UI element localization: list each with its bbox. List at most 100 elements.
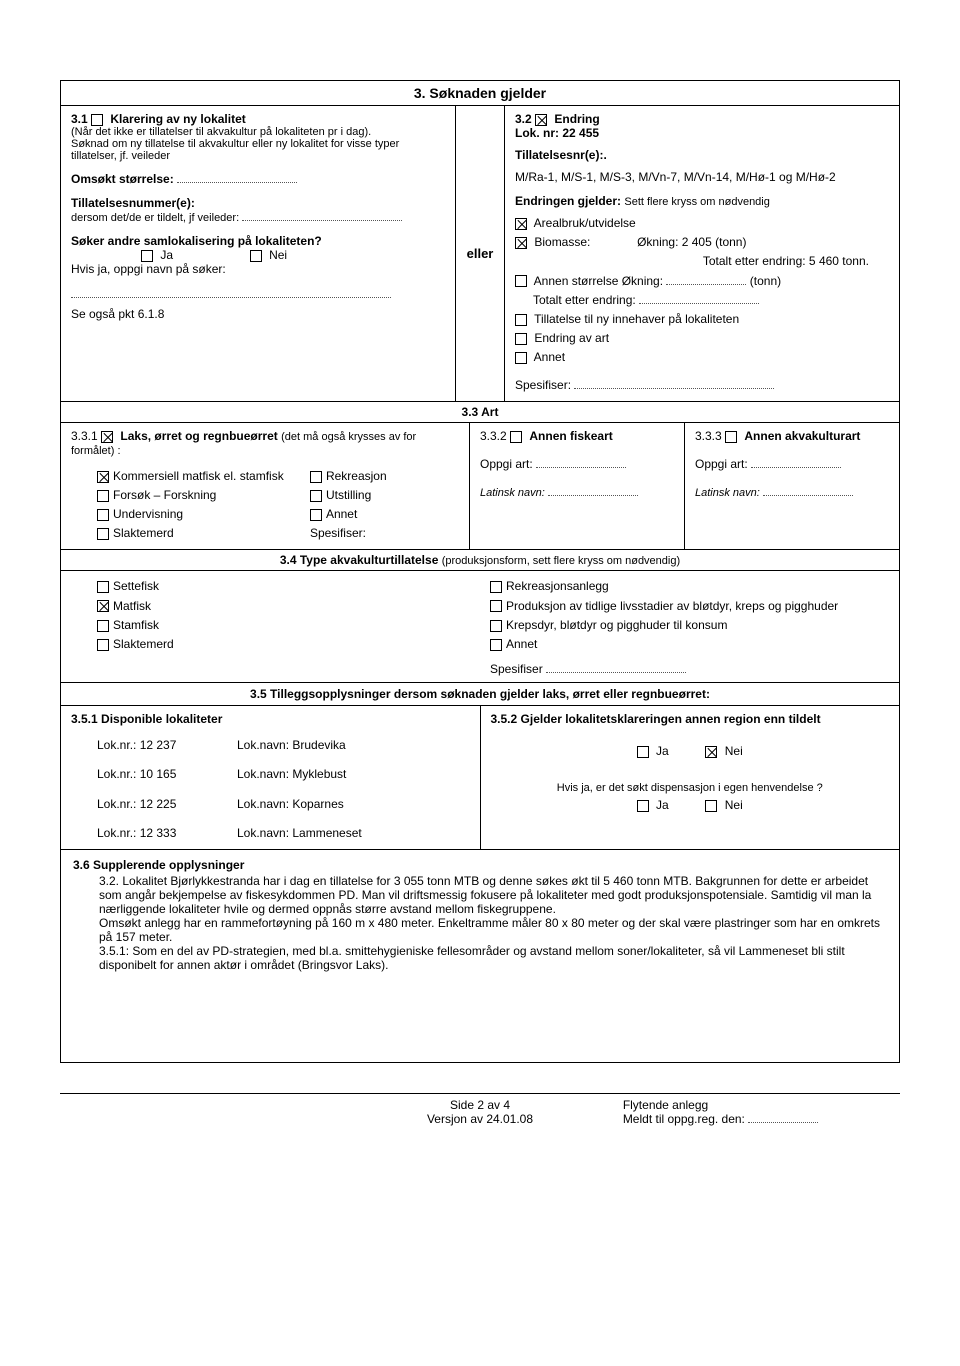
checkbox-tillatelse-ny[interactable] — [515, 314, 527, 326]
cb-34-r2[interactable] — [490, 620, 502, 632]
spesifiser-34: Spesifiser — [490, 662, 543, 676]
s331-num: 3.3.1 — [71, 429, 98, 443]
s31-num: 3.1 — [71, 112, 88, 126]
latinsk-333-input[interactable] — [763, 486, 853, 496]
cb-331-l0[interactable] — [97, 471, 109, 483]
cb-34-l0[interactable] — [97, 581, 109, 593]
checkbox-endring[interactable] — [535, 114, 547, 126]
s36-p3: 3.5.1: Som en del av PD-strategien, med … — [99, 944, 887, 972]
checkbox-nei-352b[interactable] — [705, 800, 717, 812]
section-3-title: 3. Søknaden gjelder — [61, 81, 899, 106]
totalt2-label: Totalt etter endring: — [533, 293, 636, 307]
spesifiser-34-input[interactable] — [546, 663, 686, 673]
section-3-6: 3.6 Supplerende opplysninger 3.2. Lokali… — [61, 850, 899, 1062]
s32-num: 3.2 — [515, 112, 532, 126]
row2-navn: Lok.navn: Koparnes — [237, 795, 344, 814]
checkbox-laks[interactable] — [101, 431, 113, 443]
checkbox-annet-32[interactable] — [515, 352, 527, 364]
section-3-3-2: 3.3.2 Annen fiskeart Oppgi art: Latinsk … — [470, 423, 685, 550]
tillatelsesnr-label: Tillatelsesnummer(e): — [71, 196, 195, 210]
omsokt-input[interactable] — [177, 173, 297, 183]
s31-note2: Søknad om ny tillatelse til akvakultur e… — [71, 138, 445, 162]
tillatelse-ny-label: Tillatelse til ny innehaver på lokalitet… — [534, 312, 739, 326]
s33-header: 3.3 Art — [462, 405, 499, 419]
dersom-label: dersom det/de er tildelt, jf veileder: — [71, 212, 239, 224]
s332-num: 3.3.2 — [480, 429, 507, 443]
cb-34-l2[interactable] — [97, 620, 109, 632]
checkbox-nei-352[interactable] — [705, 746, 717, 758]
s333-num: 3.3.3 — [695, 429, 722, 443]
codes: M/Ra-1, M/S-1, M/S-3, M/Vn-7, M/Vn-14, M… — [515, 170, 889, 184]
row0-nr: Lok.nr.: 12 237 — [97, 736, 237, 755]
cb-331-l1[interactable] — [97, 490, 109, 502]
s31-note1: (Når det ikke er tillatelser til akvakul… — [71, 126, 445, 138]
checkbox-nei-31[interactable] — [250, 250, 262, 262]
okning-val: Økning: 2 405 (tonn) — [637, 235, 746, 249]
s36-header: 3.6 Supplerende opplysninger — [73, 858, 887, 872]
latinsk-333: Latinsk navn: — [695, 487, 760, 499]
s35-header: 3.5 Tilleggsopplysninger dersom søknaden… — [250, 687, 710, 701]
lbl-331-r0: Rekreasjon — [326, 469, 387, 483]
row3-navn: Lok.navn: Lammeneset — [237, 824, 362, 843]
lbl-331-r1: Utstilling — [326, 488, 371, 502]
totalt1: Totalt etter endring: 5 460 tonn. — [515, 252, 889, 271]
cb-331-l3[interactable] — [97, 528, 109, 540]
cb-34-l1[interactable] — [97, 600, 109, 612]
s32-label: Endring — [554, 112, 599, 126]
checkbox-arealbruk[interactable] — [515, 218, 527, 230]
s331-left-col: Kommersiell matfisk el. stamfisk Forsøk … — [97, 467, 310, 544]
annen-input[interactable] — [666, 275, 746, 285]
oppgi-333-input[interactable] — [751, 458, 841, 468]
cb-331-r0[interactable] — [310, 471, 322, 483]
soker-label: Søker andre samlokalisering på lokalitet… — [71, 234, 445, 248]
checkbox-ja-31[interactable] — [141, 250, 153, 262]
checkbox-annen-fiskeart[interactable] — [510, 431, 522, 443]
lbl-34-r1: Produksjon av tidlige livsstadier av blø… — [506, 599, 838, 613]
lbl-331-r3: Spesifiser: — [310, 526, 366, 540]
latinsk-332-input[interactable] — [548, 486, 638, 496]
checkbox-annen[interactable] — [515, 275, 527, 287]
lbl-34-l1: Matfisk — [113, 599, 151, 613]
endringen-label: Endringen gjelder: — [515, 194, 621, 208]
hvisja-input[interactable] — [71, 288, 391, 298]
oppgi-332-input[interactable] — [536, 458, 626, 468]
checkbox-endring-art[interactable] — [515, 333, 527, 345]
spesifiser-32-input[interactable] — [574, 379, 774, 389]
s331-label: Laks, ørret og regnbueørret — [120, 429, 277, 443]
totalt2-input[interactable] — [639, 294, 759, 304]
tillatelsesnre: Tillatelsesnr(e):. — [515, 148, 889, 162]
tillatelsesnr-input[interactable] — [242, 211, 402, 221]
cb-34-r3[interactable] — [490, 639, 502, 651]
cb-331-l2[interactable] — [97, 509, 109, 521]
section-3-2: 3.2 Endring Lok. nr: 22 455 Tillatelsesn… — [505, 106, 899, 401]
checkbox-ja-352[interactable] — [637, 746, 649, 758]
oppgi-333: Oppgi art: — [695, 457, 748, 471]
cb-34-r1[interactable] — [490, 600, 502, 612]
row1-nr: Lok.nr.: 10 165 — [97, 765, 237, 784]
ja-352: Ja — [656, 744, 669, 758]
lbl-331-l1: Forsøk – Forskning — [113, 488, 216, 502]
endringen-sub: Sett flere kryss om nødvendig — [624, 196, 770, 208]
annen-label: Annen størrelse Økning: — [534, 274, 663, 288]
footer-right2-input[interactable] — [748, 1113, 818, 1123]
checkbox-annen-akva[interactable] — [725, 431, 737, 443]
nei-label: Nei — [269, 248, 287, 262]
eller-divider: eller — [455, 106, 505, 401]
s34-right: Rekreasjonsanlegg Produksjon av tidlige … — [480, 571, 899, 682]
lbl-34-r0: Rekreasjonsanlegg — [506, 579, 609, 593]
section-3-3-3: 3.3.3 Annen akvakulturart Oppgi art: Lat… — [685, 423, 899, 550]
checkbox-ja-352b[interactable] — [637, 800, 649, 812]
ja-label: Ja — [160, 248, 173, 262]
ja-352b: Ja — [656, 798, 669, 812]
nei-352: Nei — [725, 744, 743, 758]
cb-34-r0[interactable] — [490, 581, 502, 593]
cb-331-r1[interactable] — [310, 490, 322, 502]
checkbox-biomasse[interactable] — [515, 237, 527, 249]
checkbox-klarering[interactable] — [91, 114, 103, 126]
hvisja-label: Hvis ja, oppgi navn på søker: — [71, 262, 445, 276]
cb-34-l3[interactable] — [97, 639, 109, 651]
section-3-5-1: 3.5.1 Disponible lokaliteter Lok.nr.: 12… — [61, 706, 481, 849]
section-3-3: 3.3.1 Laks, ørret og regnbueørret (det m… — [61, 423, 899, 551]
cb-331-r2[interactable] — [310, 509, 322, 521]
hvisja-352: Hvis ja, er det søkt dispensasjon i egen… — [491, 782, 890, 794]
